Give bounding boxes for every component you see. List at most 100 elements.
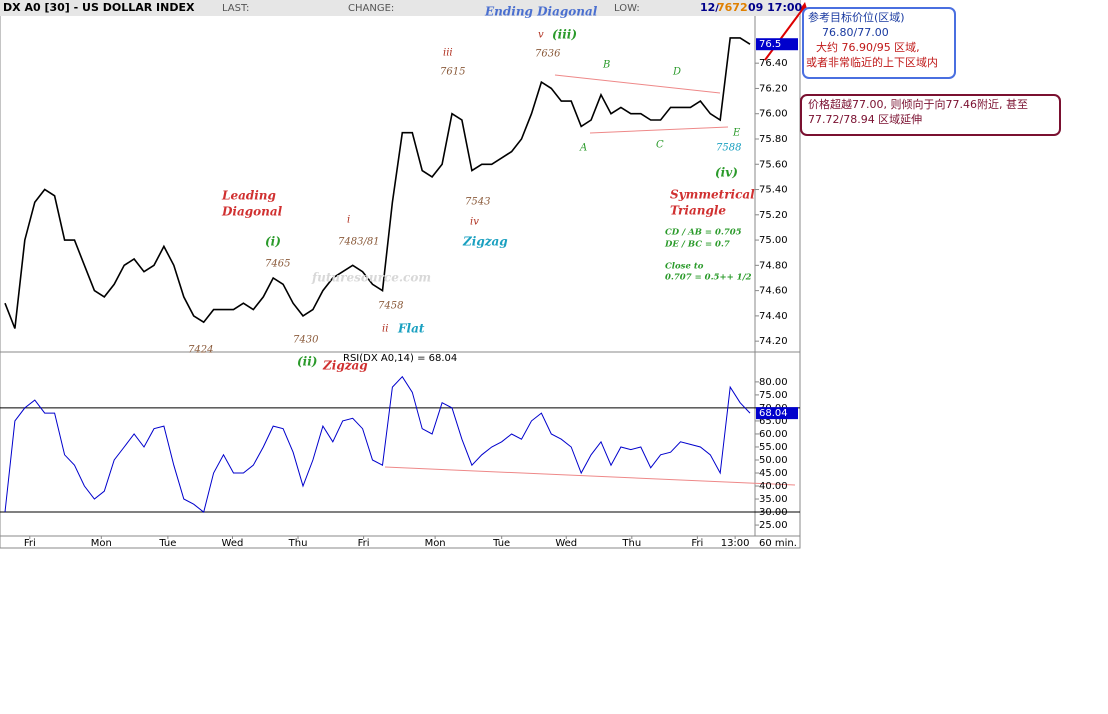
y-tick-label: 35.00 (759, 494, 788, 505)
annotation: Zigzag (462, 235, 508, 249)
y-tick-label: 25.00 (759, 520, 788, 531)
last-label: 68.04 (759, 408, 788, 419)
last-label: 76.5 (759, 39, 781, 50)
y-tick-label: 74.40 (759, 311, 788, 322)
callout-box (800, 94, 1061, 136)
y-tick-label: 75.60 (759, 159, 788, 170)
callout-text: 或者非常临近的上下区域内 (806, 55, 938, 69)
header-label: 09 17:00 (748, 1, 802, 14)
y-tick-label: 76.20 (759, 83, 788, 94)
rsi-title: RSI(DX A0,14) = 68.04 (343, 353, 457, 364)
annotation: Symmetrical (670, 188, 755, 202)
annotation: 7424 (188, 345, 213, 356)
callout-text: 76.80/77.00 (822, 26, 889, 39)
header-label: 7672 (717, 1, 748, 14)
y-tick-label: 75.40 (759, 185, 788, 196)
series-line (4, 37, 751, 329)
annotation: Diagonal (221, 205, 283, 219)
annotation: futuresource.com (311, 271, 431, 285)
x-unit: 60 min. (759, 538, 797, 549)
annotation: (iv) (715, 166, 738, 180)
annotation: (ii) (297, 355, 317, 369)
series-line (4, 375, 751, 513)
y-tick-label: 74.20 (759, 336, 788, 347)
annotation: 7465 (265, 259, 290, 270)
annotation: (i) (265, 235, 281, 249)
header-label: LOW: (614, 3, 640, 14)
trend-line (384, 466, 796, 486)
y-tick-label: 74.60 (759, 286, 788, 297)
annotation: 7430 (293, 335, 319, 346)
annotation: 7588 (716, 143, 741, 154)
annotation: DE / BC = 0.7 (664, 240, 730, 250)
annotation: Ending Diagonal (484, 5, 598, 19)
callout-box (802, 7, 956, 79)
x-tick-label: Wed (555, 538, 577, 549)
x-tick-label: 13:00 (721, 538, 750, 549)
y-tick-label: 80.00 (759, 377, 788, 388)
annotation: 7615 (440, 67, 465, 78)
y-tick-label: 75.00 (759, 235, 788, 246)
x-tick-label: Tue (492, 538, 510, 549)
annotation: 7483/81 (338, 237, 380, 248)
arrow (764, 5, 806, 61)
annotation: iii (443, 48, 453, 59)
annotation: ii (382, 324, 388, 335)
annotation: CD / AB = 0.705 (665, 228, 742, 238)
annotation: 7543 (465, 197, 490, 208)
x-tick-label: Tue (158, 538, 176, 549)
annotation: i (347, 215, 350, 226)
annotation: D (672, 67, 681, 78)
last-label-box (756, 38, 798, 51)
annotation: Zigzag (322, 359, 368, 373)
last-label-box (756, 407, 798, 420)
annotation: Leading (221, 189, 276, 203)
callout-text: 77.72/78.94 区域延伸 (808, 113, 922, 126)
annotation: 0.707 = 0.5++ 1/2 (665, 273, 752, 283)
header-bar (0, 0, 800, 16)
callout-text: 参考目标价位(区域) (808, 10, 905, 24)
annotation: Flat (397, 322, 425, 336)
x-tick-label: Thu (621, 538, 641, 549)
annotation: C (656, 140, 664, 151)
annotation: 7636 (535, 49, 561, 60)
annotation: Close to (665, 262, 704, 272)
annotation: Triangle (670, 204, 726, 218)
chart-title: DX A0 [30] - US DOLLAR INDEX (3, 1, 195, 14)
frame (0, 0, 801, 549)
header-label: 12/ (700, 1, 720, 14)
triangle-line (554, 74, 721, 94)
callout-text: 大约 76.90/95 区域, (816, 40, 920, 54)
annotation: A (579, 143, 587, 154)
y-tick-label: 76.00 (759, 109, 788, 120)
y-tick-label: 40.00 (759, 481, 788, 492)
y-tick-label: 75.80 (759, 134, 788, 145)
y-tick-label: 60.00 (759, 429, 788, 440)
y-tick-label: 45.00 (759, 468, 788, 479)
x-tick-label: Fri (24, 538, 36, 549)
annotation: 7458 (378, 301, 403, 312)
callout-text: 价格超越77.00, 则倾向于向77.46附近, 甚至 (808, 97, 1028, 111)
y-tick-label: 74.80 (759, 260, 788, 271)
y-tick-label: 55.00 (759, 442, 788, 453)
y-tick-label: 76.40 (759, 58, 788, 69)
header-label: CHANGE: (348, 3, 394, 14)
annotation: iv (470, 217, 479, 228)
triangle-line (589, 126, 729, 134)
x-tick-label: Mon (91, 538, 112, 549)
annotation: E (732, 128, 741, 139)
y-tick-label: 65.00 (759, 416, 788, 427)
x-tick-label: Mon (425, 538, 446, 549)
x-tick-label: Fri (691, 538, 703, 549)
annotation: B (602, 60, 610, 71)
x-tick-label: Fri (358, 538, 370, 549)
y-tick-label: 75.00 (759, 390, 788, 401)
x-tick-label: Thu (288, 538, 308, 549)
x-tick-label: Wed (222, 538, 244, 549)
header-label: LAST: (222, 3, 249, 14)
y-tick-label: 50.00 (759, 455, 788, 466)
y-tick-label: 75.20 (759, 210, 788, 221)
annotation: v (538, 30, 544, 41)
annotation: (iii) (552, 28, 577, 42)
